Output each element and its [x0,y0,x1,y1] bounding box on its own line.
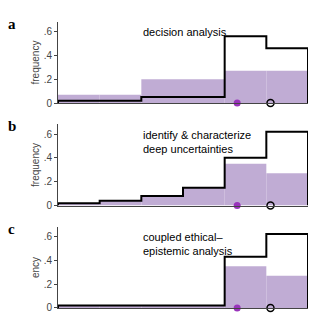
svg-text:.6: .6 [44,129,53,140]
svg-text:.4: .4 [44,152,53,163]
svg-text:coupled ethical–epistemic anal: coupled ethical–epistemic analysis [143,231,233,257]
svg-text:.6: .6 [44,231,53,242]
svg-text:.6: .6 [44,26,53,37]
svg-text:a: a [8,16,16,32]
svg-text:.4: .4 [44,50,53,61]
svg-text:.2: .2 [44,279,53,290]
svg-text:.2: .2 [44,176,53,187]
svg-text:frequency: frequency [30,143,41,187]
svg-text:b: b [8,118,16,134]
svg-text:identify & characterizedeep un: identify & characterizedeep uncertaintie… [143,129,251,155]
svg-text:0: 0 [46,200,52,211]
svg-text:0: 0 [46,98,52,109]
svg-text:0: 0 [46,302,52,313]
svg-text:decision analysis: decision analysis [143,26,227,38]
svg-text:.4: .4 [44,255,53,266]
svg-text:c: c [8,221,15,237]
svg-text:frequency: frequency [30,41,41,85]
svg-text:ency: ency [30,257,41,278]
svg-text:.2: .2 [44,74,53,85]
